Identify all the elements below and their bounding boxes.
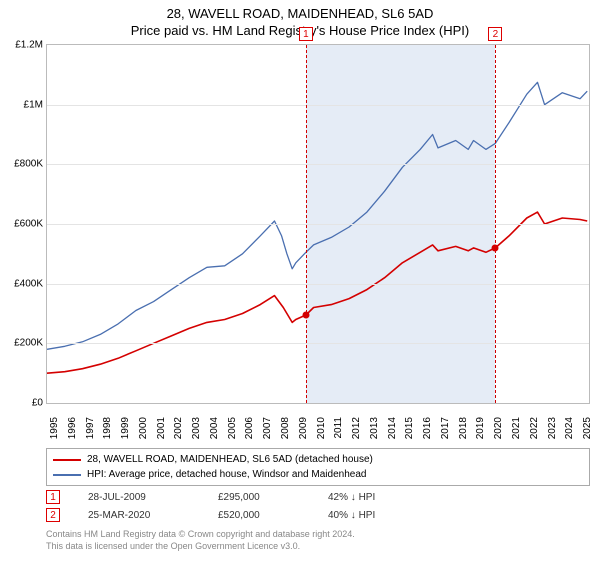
footer-line1: Contains HM Land Registry data © Crown c… (46, 528, 590, 540)
x-tick-label: 2009 (298, 417, 309, 439)
x-tick-label: 2016 (422, 417, 433, 439)
footer: Contains HM Land Registry data © Crown c… (46, 528, 590, 552)
y-tick-label: £1.2M (15, 40, 47, 51)
chart-plot-area: £0£200K£400K£600K£800K£1M£1.2M12 (46, 44, 590, 404)
event-row: 2 25-MAR-2020 £520,000 40% ↓ HPI (46, 506, 590, 524)
x-tick-label: 2004 (209, 417, 220, 439)
x-tick-label: 2018 (458, 417, 469, 439)
legend-swatch (53, 474, 81, 476)
y-tick-label: £1M (24, 99, 47, 110)
legend-row: 28, WAVELL ROAD, MAIDENHEAD, SL6 5AD (de… (53, 452, 583, 467)
legend: 28, WAVELL ROAD, MAIDENHEAD, SL6 5AD (de… (46, 448, 590, 486)
x-tick-label: 2014 (387, 417, 398, 439)
x-tick-label: 2010 (316, 417, 327, 439)
x-tick-label: 2025 (582, 417, 593, 439)
x-tick-label: 2013 (369, 417, 380, 439)
x-tick-label: 2012 (351, 417, 362, 439)
x-tick-label: 1997 (85, 417, 96, 439)
x-tick-label: 2020 (493, 417, 504, 439)
event-marker-box: 2 (488, 27, 502, 41)
y-tick-label: £0 (32, 398, 47, 409)
event-diff: 42% ↓ HPI (328, 492, 590, 503)
y-tick-label: £800K (14, 159, 47, 170)
x-tick-label: 2006 (244, 417, 255, 439)
series-hpi (47, 82, 587, 349)
footer-line2: This data is licensed under the Open Gov… (46, 540, 590, 552)
x-tick-label: 2001 (156, 417, 167, 439)
event-vline (306, 45, 307, 403)
x-tick-label: 2017 (440, 417, 451, 439)
event-marker-box: 1 (299, 27, 313, 41)
legend-row: HPI: Average price, detached house, Wind… (53, 467, 583, 482)
event-index-box: 2 (46, 508, 60, 522)
x-tick-label: 2021 (511, 417, 522, 439)
y-tick-label: £600K (14, 219, 47, 230)
event-price: £520,000 (218, 510, 328, 521)
event-price: £295,000 (218, 492, 328, 503)
x-tick-label: 2023 (547, 417, 558, 439)
event-diff: 40% ↓ HPI (328, 510, 590, 521)
x-tick-label: 2015 (404, 417, 415, 439)
x-tick-label: 2007 (262, 417, 273, 439)
event-dot (492, 244, 499, 251)
event-date: 25-MAR-2020 (88, 510, 218, 521)
event-row: 1 28-JUL-2009 £295,000 42% ↓ HPI (46, 488, 590, 506)
x-tick-label: 1999 (120, 417, 131, 439)
x-tick-label: 1995 (49, 417, 60, 439)
event-vline (495, 45, 496, 403)
legend-label: 28, WAVELL ROAD, MAIDENHEAD, SL6 5AD (de… (87, 452, 373, 467)
event-date: 28-JUL-2009 (88, 492, 218, 503)
event-index-box: 1 (46, 490, 60, 504)
x-tick-label: 2022 (529, 417, 540, 439)
x-tick-label: 2019 (475, 417, 486, 439)
y-tick-label: £400K (14, 278, 47, 289)
x-tick-label: 2002 (173, 417, 184, 439)
legend-swatch (53, 459, 81, 461)
y-tick-label: £200K (14, 338, 47, 349)
events-table: 1 28-JUL-2009 £295,000 42% ↓ HPI 2 25-MA… (46, 488, 590, 524)
x-tick-label: 2011 (333, 417, 344, 439)
series-price_paid (47, 212, 587, 373)
x-tick-label: 2003 (191, 417, 202, 439)
chart-title-line1: 28, WAVELL ROAD, MAIDENHEAD, SL6 5AD (0, 6, 600, 21)
x-tick-label: 2024 (564, 417, 575, 439)
x-tick-label: 2005 (227, 417, 238, 439)
x-tick-label: 2008 (280, 417, 291, 439)
x-tick-label: 2000 (138, 417, 149, 439)
x-tick-label: 1998 (102, 417, 113, 439)
event-dot (302, 311, 309, 318)
x-tick-label: 1996 (67, 417, 78, 439)
legend-label: HPI: Average price, detached house, Wind… (87, 467, 366, 482)
